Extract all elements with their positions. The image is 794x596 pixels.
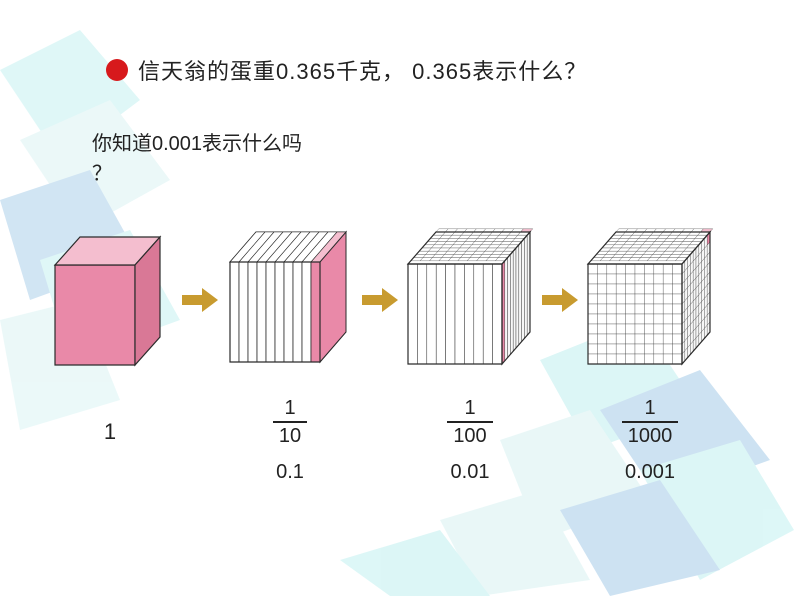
label-whole: 1 <box>40 397 180 484</box>
label-tenth: 1 10 0.1 <box>220 397 360 484</box>
subquestion: 你知道0.001表示什么吗 ？ <box>92 130 302 188</box>
arrow-3 <box>540 285 580 315</box>
decimal-hundredth: 0.01 <box>451 461 490 484</box>
fraction-thousandth: 1 1000 <box>622 397 679 447</box>
question-row: 信天翁的蛋重0.365千克， 0.365表示什么？ <box>106 54 587 86</box>
fraction-hundredth: 1 100 <box>447 397 492 447</box>
subquestion-line2: ？ <box>92 160 302 188</box>
cube-whole <box>40 220 180 380</box>
label-thousandth: 1 1000 0.001 <box>580 397 720 484</box>
labels-row: 1 1 10 0.1 1 100 0.01 1 1000 0.001 <box>40 397 760 484</box>
subquestion-line1: 你知道0.001表示什么吗 <box>92 130 302 158</box>
cube-tenth <box>220 220 360 380</box>
whole-label: 1 <box>104 419 116 445</box>
arrow-1 <box>180 285 220 315</box>
diagram-row <box>40 210 760 390</box>
fraction-tenth: 1 10 <box>273 397 307 447</box>
question-text: 信天翁的蛋重0.365千克， 0.365表示什么？ <box>138 54 587 86</box>
decimal-tenth: 0.1 <box>276 461 304 484</box>
arrow-2 <box>360 285 400 315</box>
cube-hundredth <box>400 220 540 380</box>
decimal-thousandth: 0.001 <box>625 461 675 484</box>
cube-thousandth <box>580 220 720 380</box>
label-hundredth: 1 100 0.01 <box>400 397 540 484</box>
red-dot-icon <box>106 59 128 81</box>
